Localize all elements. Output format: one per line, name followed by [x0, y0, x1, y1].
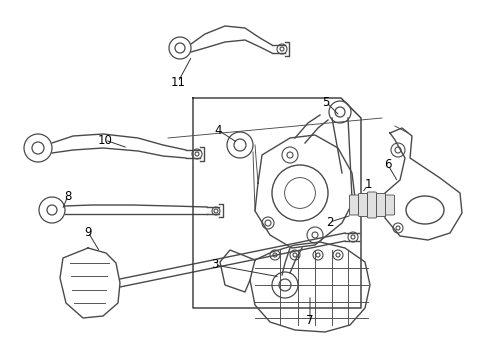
FancyBboxPatch shape: [386, 195, 394, 215]
FancyBboxPatch shape: [368, 192, 376, 218]
Text: 9: 9: [84, 225, 92, 238]
Text: 6: 6: [384, 158, 392, 171]
Text: 10: 10: [98, 134, 112, 147]
Text: 2: 2: [326, 216, 334, 229]
Text: 3: 3: [211, 258, 219, 271]
Text: 8: 8: [64, 189, 72, 202]
Text: 5: 5: [322, 95, 330, 108]
Text: 11: 11: [171, 76, 186, 89]
Text: 4: 4: [214, 123, 222, 136]
FancyBboxPatch shape: [359, 194, 368, 216]
Text: 7: 7: [306, 314, 314, 327]
FancyBboxPatch shape: [349, 195, 359, 215]
FancyBboxPatch shape: [376, 194, 386, 216]
Text: 1: 1: [364, 179, 372, 192]
